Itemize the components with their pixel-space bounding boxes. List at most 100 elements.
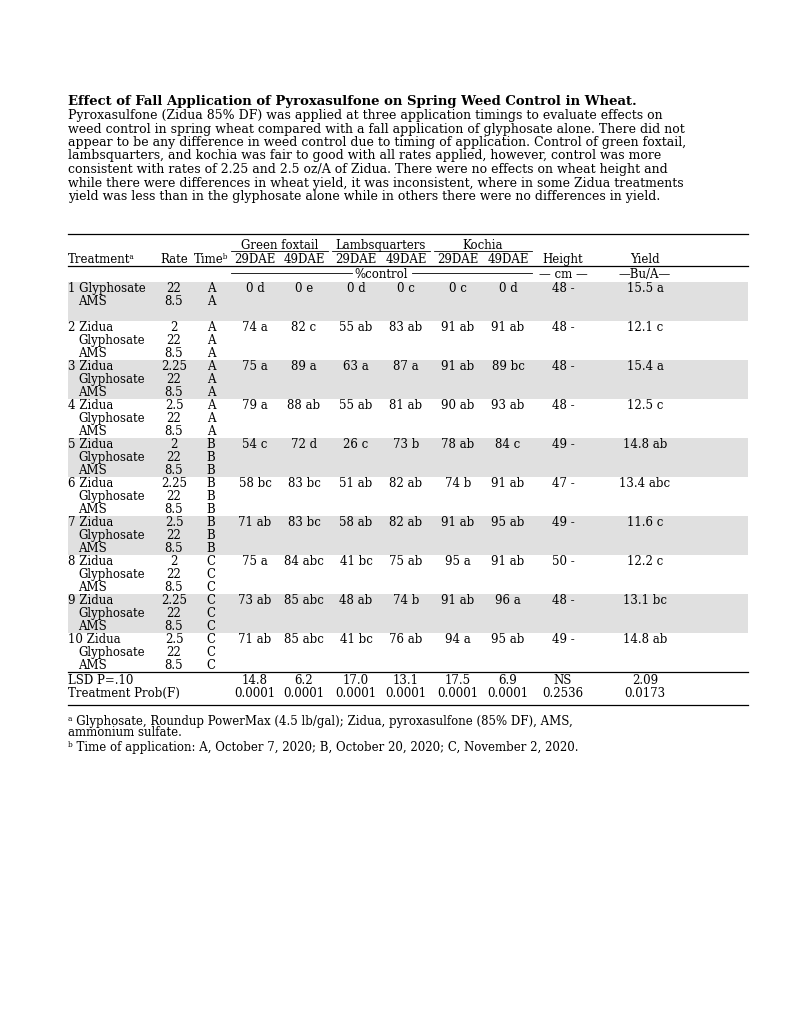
Text: 29DAE: 29DAE: [234, 253, 276, 266]
Text: B: B: [206, 516, 215, 529]
Text: 3 Zidua: 3 Zidua: [68, 360, 114, 373]
Text: 8.5: 8.5: [165, 659, 183, 672]
Text: A: A: [206, 334, 215, 347]
Text: 0 c: 0 c: [397, 282, 415, 295]
Text: A: A: [206, 360, 215, 373]
Text: 72 d: 72 d: [291, 438, 317, 451]
Text: 8 Zidua: 8 Zidua: [68, 555, 113, 568]
Text: %control: %control: [354, 268, 408, 280]
Text: C: C: [206, 568, 215, 581]
Text: 8.5: 8.5: [165, 425, 183, 438]
Text: Pyroxasulfone (Zidua 85% DF) was applied at three application timings to evaluat: Pyroxasulfone (Zidua 85% DF) was applied…: [68, 109, 662, 122]
Text: 0 e: 0 e: [295, 282, 313, 295]
Text: 9 Zidua: 9 Zidua: [68, 594, 114, 607]
Text: 2.25: 2.25: [161, 360, 187, 373]
Text: 2: 2: [170, 555, 178, 568]
Text: 12.5 c: 12.5 c: [627, 400, 663, 412]
Text: 8.5: 8.5: [165, 620, 183, 633]
Text: 82 ab: 82 ab: [390, 516, 422, 529]
Bar: [68, 516, 748, 555]
Bar: [68, 282, 748, 321]
Text: 0 d: 0 d: [498, 282, 518, 295]
Text: 2.25: 2.25: [161, 477, 187, 490]
Text: 49DAE: 49DAE: [386, 253, 426, 266]
Text: Green foxtail: Green foxtail: [241, 239, 318, 252]
Text: B: B: [206, 503, 215, 516]
Text: A: A: [206, 373, 215, 386]
Bar: [68, 438, 748, 477]
Text: while there were differences in wheat yield, it was inconsistent, where in some : while there were differences in wheat yi…: [68, 177, 684, 189]
Text: 22: 22: [166, 568, 182, 581]
Text: C: C: [206, 659, 215, 672]
Text: 10 Zidua: 10 Zidua: [68, 633, 121, 646]
Text: AMS: AMS: [78, 581, 106, 594]
Text: 2 Zidua: 2 Zidua: [68, 321, 113, 334]
Text: 0 d: 0 d: [246, 282, 264, 295]
Text: 74 b: 74 b: [445, 477, 471, 490]
Text: 7 Zidua: 7 Zidua: [68, 516, 114, 529]
Text: 84 c: 84 c: [495, 438, 521, 451]
Text: 22: 22: [166, 607, 182, 620]
Text: Glyphosate: Glyphosate: [78, 334, 145, 347]
Text: 14.8 ab: 14.8 ab: [623, 633, 667, 646]
Text: 0 c: 0 c: [449, 282, 467, 295]
Text: A: A: [206, 282, 215, 295]
Text: 48 -: 48 -: [552, 594, 574, 607]
Text: 6 Zidua: 6 Zidua: [68, 477, 114, 490]
Text: Height: Height: [542, 253, 583, 266]
Text: AMS: AMS: [78, 386, 106, 400]
Text: Rate: Rate: [160, 253, 188, 266]
Text: 82 c: 82 c: [291, 321, 317, 334]
Text: 90 ab: 90 ab: [442, 400, 474, 412]
Text: 75 ab: 75 ab: [390, 555, 422, 568]
Text: Yield: Yield: [630, 253, 660, 266]
Text: B: B: [206, 529, 215, 542]
Text: A: A: [206, 425, 215, 438]
Text: 49 -: 49 -: [552, 633, 574, 646]
Text: 8.5: 8.5: [165, 542, 183, 555]
Text: 91 ab: 91 ab: [491, 555, 525, 568]
Text: 41 bc: 41 bc: [339, 633, 373, 646]
Text: 49 -: 49 -: [552, 438, 574, 451]
Text: 63 a: 63 a: [343, 360, 369, 373]
Text: appear to be any difference in weed control due to timing of application. Contro: appear to be any difference in weed cont…: [68, 136, 686, 149]
Text: 22: 22: [166, 282, 182, 295]
Text: 0.0001: 0.0001: [386, 687, 426, 700]
Text: 8.5: 8.5: [165, 464, 183, 477]
Text: Effect of Fall Application of Pyroxasulfone on Spring Weed Control in Wheat.: Effect of Fall Application of Pyroxasulf…: [68, 95, 637, 108]
Text: 0.0001: 0.0001: [283, 687, 325, 700]
Text: 13.1 bc: 13.1 bc: [623, 594, 667, 607]
Text: 15.5 a: 15.5 a: [626, 282, 663, 295]
Text: 49DAE: 49DAE: [283, 253, 325, 266]
Text: Timeᵇ: Timeᵇ: [194, 253, 228, 266]
Text: A: A: [206, 400, 215, 412]
Text: 12.1 c: 12.1 c: [627, 321, 663, 334]
Text: —Bu/A—: —Bu/A—: [619, 268, 671, 280]
Text: 1 Glyphosate: 1 Glyphosate: [68, 282, 146, 295]
Text: Glyphosate: Glyphosate: [78, 451, 145, 464]
Text: 89 a: 89 a: [291, 360, 317, 373]
Text: Glyphosate: Glyphosate: [78, 529, 145, 542]
Text: 12.2 c: 12.2 c: [627, 555, 663, 568]
Text: 48 -: 48 -: [552, 360, 574, 373]
Text: 22: 22: [166, 412, 182, 425]
Text: C: C: [206, 594, 215, 607]
Text: 85 abc: 85 abc: [284, 633, 324, 646]
Text: 2.5: 2.5: [165, 400, 183, 412]
Text: 78 ab: 78 ab: [442, 438, 474, 451]
Text: 94 a: 94 a: [445, 633, 471, 646]
Text: Treatmentᵃ: Treatmentᵃ: [68, 253, 135, 266]
Text: 74 a: 74 a: [242, 321, 268, 334]
Text: 49DAE: 49DAE: [487, 253, 529, 266]
Text: 2: 2: [170, 438, 178, 451]
Text: 73 ab: 73 ab: [238, 594, 272, 607]
Text: lambsquarters, and kochia was fair to good with all rates applied, however, cont: lambsquarters, and kochia was fair to go…: [68, 149, 662, 162]
Text: 2.09: 2.09: [632, 674, 658, 687]
Text: C: C: [206, 555, 215, 568]
Text: A: A: [206, 347, 215, 360]
Text: 22: 22: [166, 490, 182, 503]
Text: Glyphosate: Glyphosate: [78, 568, 145, 581]
Text: 91 ab: 91 ab: [442, 516, 474, 529]
Text: 91 ab: 91 ab: [442, 321, 474, 334]
Text: 8.5: 8.5: [165, 581, 183, 594]
